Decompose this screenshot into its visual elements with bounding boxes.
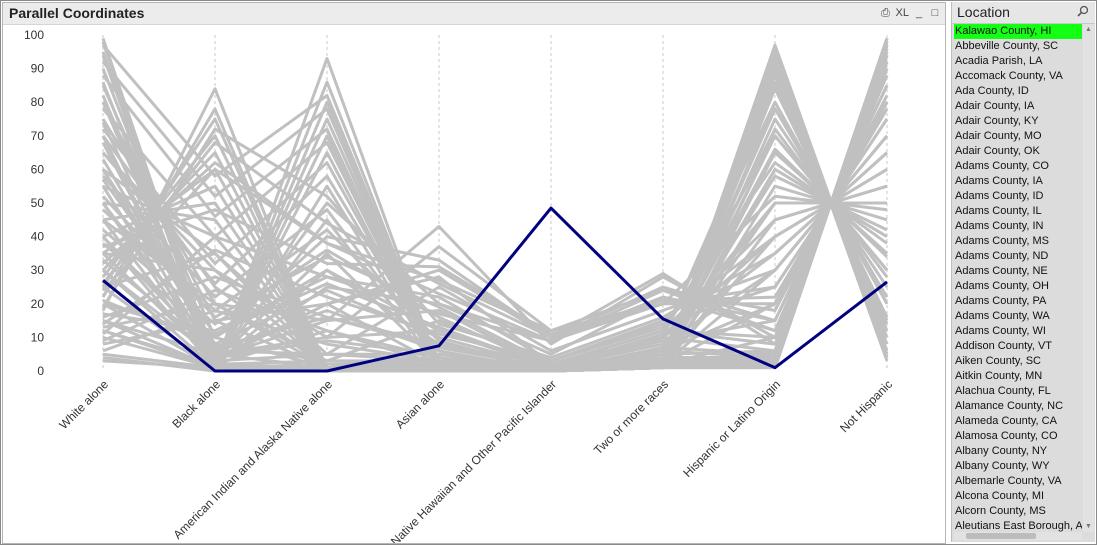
y-tick-label: 10 [31, 330, 45, 344]
list-item[interactable]: Addison County, VT [955, 340, 1053, 352]
list-item[interactable]: Adams County, IA [955, 175, 1043, 187]
series-line[interactable] [101, 84, 889, 343]
category-label: White alone [56, 377, 111, 432]
list-item[interactable]: Accomack County, VA [955, 70, 1063, 82]
chart-title: Parallel Coordinates [9, 5, 145, 21]
list-item[interactable]: Abbeville County, SC [955, 40, 1059, 52]
list-item[interactable]: Alamosa County, CO [955, 430, 1058, 442]
list-item[interactable]: Adams County, NE [955, 265, 1048, 277]
series-line[interactable] [102, 84, 889, 370]
search-icon[interactable] [1077, 5, 1089, 17]
list-item[interactable]: Alamance County, NC [955, 400, 1064, 412]
list-item[interactable]: Albany County, NY [955, 445, 1048, 457]
chart-panel: Parallel Coordinates ⎙ XL _ □ 0 10 20 30 40 5… [2, 2, 946, 544]
minimize-icon[interactable]: _ [915, 7, 923, 19]
list-item[interactable]: Aitkin County, MN [955, 370, 1043, 382]
y-tick-label: 70 [31, 129, 45, 143]
list-item[interactable]: Adair County, OK [955, 145, 1040, 157]
list-item[interactable]: Adams County, ID [955, 190, 1044, 202]
list-item[interactable]: Aleutians East Borough, AK [955, 520, 1082, 532]
series-line[interactable] [102, 101, 889, 373]
y-tick-label: 30 [31, 263, 45, 277]
list-item[interactable]: Acadia Parish, LA [955, 55, 1043, 67]
list-item[interactable]: Adair County, KY [955, 115, 1039, 127]
series-line[interactable] [101, 51, 889, 373]
caption-icons: ⎙ XL _ □ [880, 6, 941, 20]
category-label: Black alone [169, 377, 223, 431]
series-line[interactable] [102, 100, 889, 373]
list-item[interactable]: Adams County, IL [955, 205, 1042, 217]
scroll-thumb[interactable] [966, 533, 1036, 539]
location-list: Kalawao County, HI Abbeville County, SC Ac… [954, 24, 1082, 532]
location-listbox: Location Kalawao County, HI Abbeville Cou… [951, 2, 1095, 542]
list-item[interactable]: Adams County, WA [955, 310, 1050, 322]
list-item[interactable]: Adams County, OH [955, 280, 1049, 292]
y-tick-label: 80 [31, 95, 45, 109]
y-tick-label: 0 [37, 364, 44, 378]
y-tick-label: 20 [31, 297, 45, 311]
series-line[interactable] [102, 184, 888, 366]
series-line[interactable] [101, 60, 889, 373]
excel-icon[interactable]: XL [895, 7, 909, 19]
list-horizontal-scrollbar[interactable] [954, 532, 1082, 540]
list-item[interactable]: Ada County, ID [955, 85, 1029, 97]
series-line[interactable] [101, 54, 889, 370]
list-item[interactable]: Kalawao County, HI [954, 24, 1082, 39]
category-label: Asian alone [393, 377, 447, 431]
series-line[interactable] [102, 168, 888, 370]
parallel-coordinates-plot[interactable]: 0 10 20 30 40 50 60 70 80 90 100 White alone Black a… [3, 25, 945, 543]
list-title: Location [957, 4, 1010, 20]
list-item[interactable]: Albany County, WY [955, 460, 1050, 472]
list-item[interactable]: Alcona County, MI [955, 490, 1045, 502]
maximize-icon[interactable]: □ [931, 7, 939, 19]
list-item[interactable]: Adair County, IA [955, 100, 1035, 112]
series-line[interactable] [101, 68, 889, 366]
list-vertical-scrollbar[interactable]: ▲ ▼ [1083, 24, 1094, 532]
list-item[interactable]: Adams County, PA [955, 295, 1047, 307]
series-line[interactable] [102, 118, 889, 363]
list-item[interactable]: Adams County, CO [955, 160, 1049, 172]
list-item[interactable]: Adams County, ND [955, 250, 1049, 262]
series-line[interactable] [102, 108, 889, 336]
print-icon[interactable]: ⎙ [881, 7, 890, 19]
series-line[interactable] [101, 127, 889, 360]
series-line[interactable] [101, 47, 889, 373]
series-line[interactable] [102, 194, 888, 343]
category-label: Hispanic or Latino Origin [680, 377, 783, 480]
y-tick-label: 40 [31, 230, 45, 244]
list-caption-bar: Location [952, 2, 1095, 24]
series-line[interactable] [101, 118, 889, 339]
y-tick-label: 90 [31, 62, 45, 76]
y-tick-label: 60 [31, 162, 45, 176]
scroll-down-arrow-icon[interactable]: ▼ [1085, 523, 1092, 530]
list-item[interactable]: Aiken County, SC [955, 355, 1042, 367]
category-label: Two or more races [591, 377, 671, 457]
category-label: Not Hispanic [837, 377, 895, 435]
list-item[interactable]: Adams County, WI [955, 325, 1046, 337]
series-line[interactable] [101, 61, 889, 366]
y-tick-label: 100 [24, 28, 44, 42]
list-item[interactable]: Alameda County, CA [955, 415, 1057, 427]
chart-caption-bar: Parallel Coordinates ⎙ XL _ □ [3, 3, 945, 25]
list-item[interactable]: Adams County, MS [955, 235, 1049, 247]
y-tick-label: 50 [31, 196, 45, 210]
list-item[interactable]: Alachua County, FL [955, 385, 1051, 397]
list-item[interactable]: Adair County, MO [955, 130, 1042, 142]
highlighted-series-line[interactable] [102, 206, 888, 373]
list-item[interactable]: Albemarle County, VA [955, 475, 1062, 487]
scroll-up-arrow-icon[interactable]: ▲ [1085, 26, 1092, 33]
list-item[interactable]: Alcorn County, MS [955, 505, 1046, 517]
series-line[interactable] [101, 94, 889, 333]
list-item[interactable]: Adams County, IN [955, 220, 1044, 232]
series-line[interactable] [102, 60, 889, 373]
